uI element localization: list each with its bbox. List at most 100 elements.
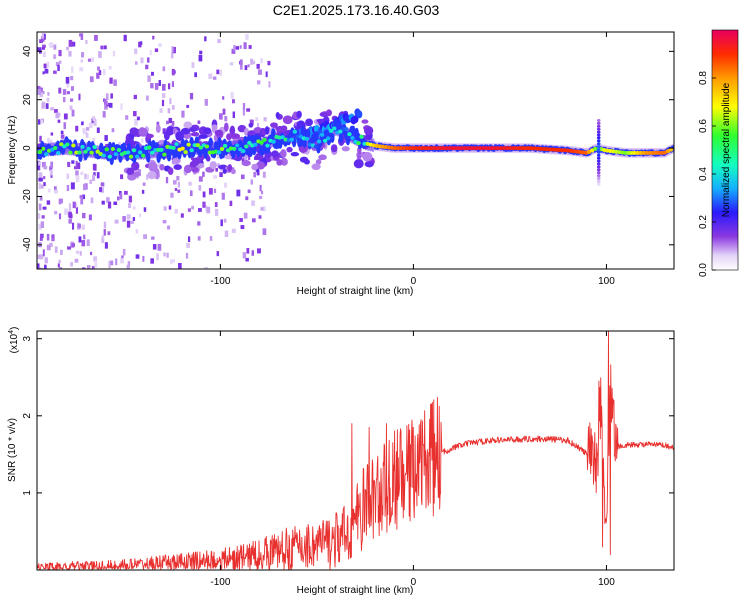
spectrogram-spike-cell bbox=[596, 177, 601, 181]
spectrogram-noise-cell bbox=[245, 196, 249, 201]
spectrogram-noise-cell bbox=[139, 213, 142, 218]
spectrogram-y-axis-label: Frequency (Hz) bbox=[7, 116, 18, 185]
snr-x-axis-label: Height of straight line (km) bbox=[297, 585, 414, 596]
spectrogram-noise-cell bbox=[241, 160, 251, 167]
spectrogram-core-cell bbox=[438, 146, 443, 151]
spectrogram-noise-cell bbox=[70, 75, 74, 81]
spectrogram-core-cell bbox=[632, 150, 637, 155]
spectrogram-noise-cell bbox=[276, 159, 283, 166]
spectrogram-core-cell bbox=[80, 144, 85, 149]
spectrogram-noise-cell bbox=[282, 115, 293, 125]
spectrogram-core-cell bbox=[77, 150, 82, 155]
spectrogram-noise-cell bbox=[168, 205, 172, 210]
spectrogram-spike-cell bbox=[596, 159, 601, 163]
spectrogram-noise-cell bbox=[91, 57, 95, 63]
spectrogram-core-cell bbox=[480, 146, 486, 151]
colorbar-label: Normalized spectral amplitude bbox=[721, 82, 732, 217]
spectrogram-noise-cell bbox=[204, 36, 207, 42]
spectrogram-core-cell bbox=[332, 126, 337, 131]
spectrogram-noise-cell bbox=[103, 229, 106, 236]
spectrogram-noise-cell bbox=[186, 243, 190, 248]
spectrogram-noise-cell bbox=[71, 160, 75, 164]
spectrogram-core-cell bbox=[147, 145, 152, 150]
spectrogram-noise-cell bbox=[81, 240, 86, 247]
snr-multiplier-prefix: (x10 bbox=[9, 333, 20, 353]
snr-x-tick-label: 100 bbox=[598, 577, 615, 588]
spectrogram-x-tick-label: -100 bbox=[210, 276, 230, 287]
spectrogram-noise-cell bbox=[88, 214, 92, 221]
spectrogram-noise-cell bbox=[315, 159, 322, 165]
spectrogram-noise-cell bbox=[60, 134, 65, 139]
spectrogram-core-cell bbox=[186, 142, 191, 147]
colorbar-tick-label: 0.8 bbox=[698, 71, 709, 85]
spectrogram-core-cell bbox=[259, 140, 264, 145]
spectrogram-core-cell bbox=[241, 149, 246, 154]
spectrogram-noise-cell bbox=[92, 116, 95, 121]
spectrogram-noise-cell bbox=[126, 214, 131, 220]
spectrogram-noise-cell bbox=[91, 118, 96, 124]
spectrogram-noise-cell bbox=[142, 182, 146, 186]
spectrogram-y-tick-label: 0 bbox=[22, 145, 33, 151]
spectrogram-noise-cell bbox=[260, 190, 264, 195]
snr-x-tick-label: -100 bbox=[210, 577, 230, 588]
spectrogram-noise-cell bbox=[217, 39, 221, 43]
spectrogram-noise-cell bbox=[219, 69, 222, 76]
spectrogram-core-cell bbox=[401, 146, 407, 151]
spectrogram-core-cell bbox=[511, 146, 516, 151]
spectrogram-noise-cell bbox=[75, 170, 79, 176]
spectrogram-core-cell bbox=[110, 147, 116, 152]
spectrogram-core-cell bbox=[219, 147, 225, 152]
spectrogram-noise-cell bbox=[168, 117, 173, 124]
spectrogram-core-cell bbox=[462, 146, 467, 151]
spectrogram-noise-cell bbox=[70, 262, 74, 267]
spectrogram-noise-cell bbox=[224, 182, 227, 188]
spectrogram-noise-cell bbox=[163, 206, 167, 211]
spectrogram-noise-cell bbox=[126, 167, 135, 175]
spectrogram-noise-cell bbox=[103, 221, 107, 229]
spectrogram-noise-cell bbox=[41, 36, 45, 42]
spectrogram-core-cell bbox=[107, 154, 113, 159]
spectrogram-y-tick-label: -20 bbox=[22, 189, 33, 204]
snr-x-ticks: -100 0 100 bbox=[210, 331, 615, 588]
spectrogram-noise-cell bbox=[169, 97, 172, 104]
spectrogram-noise-cell bbox=[81, 224, 85, 230]
spectrogram-noise-cell bbox=[365, 126, 373, 135]
spectrogram-noise-cell bbox=[104, 103, 108, 110]
spectrogram-noise-cell bbox=[77, 164, 81, 170]
spectrogram-noise-cell bbox=[155, 124, 161, 134]
spectrogram-core-cell bbox=[140, 153, 146, 158]
colorbar-frame bbox=[711, 29, 739, 271]
spectrogram-core-cell bbox=[65, 142, 70, 147]
spectrogram-noise-cell bbox=[111, 128, 115, 133]
spectrogram-noise-cell bbox=[187, 208, 191, 212]
spectrogram-noise-cell bbox=[54, 210, 58, 215]
spectrogram-core-cell bbox=[407, 146, 413, 151]
spectrogram-noise-cell bbox=[44, 257, 48, 264]
spectrogram-core-cell bbox=[89, 150, 94, 155]
spectrogram-noise-cell bbox=[123, 34, 127, 42]
spectrogram-core-cell bbox=[398, 146, 404, 151]
spectrogram-noise-cell bbox=[159, 163, 165, 171]
spectrogram-noise-cell bbox=[150, 258, 154, 264]
spectrogram-noise-cell bbox=[245, 268, 250, 269]
spectrogram-noise-cell bbox=[222, 96, 225, 100]
spectrogram-core-cell bbox=[189, 148, 194, 153]
spectrogram-core-cell bbox=[495, 146, 501, 151]
spectrogram-noise-cell bbox=[158, 79, 161, 86]
spectrogram-core-cell bbox=[116, 147, 122, 152]
spectrogram-noise-cell bbox=[72, 222, 75, 230]
snr-panel: -100 0 100 1 2 3 Height of straight line (km… bbox=[7, 327, 675, 596]
spectrogram-noise-cell bbox=[232, 99, 235, 104]
spectrogram-noise-cell bbox=[58, 87, 62, 94]
spectrogram-noise-cell bbox=[141, 138, 144, 143]
spectrogram-noise-cell bbox=[86, 265, 91, 269]
spectrogram-noise-cell bbox=[319, 112, 328, 117]
spectrogram-noise-cell bbox=[162, 219, 167, 224]
spectrogram-noise-cell bbox=[60, 130, 64, 135]
spectrogram-noise-cell bbox=[220, 219, 223, 227]
spectrogram-noise-cell bbox=[221, 192, 225, 200]
snr-y-tick-label: 3 bbox=[22, 335, 33, 341]
spectrogram-spike-cell bbox=[596, 142, 601, 146]
spectrogram-noise-cell bbox=[133, 111, 137, 117]
spectrogram-noise-cell bbox=[252, 218, 256, 223]
